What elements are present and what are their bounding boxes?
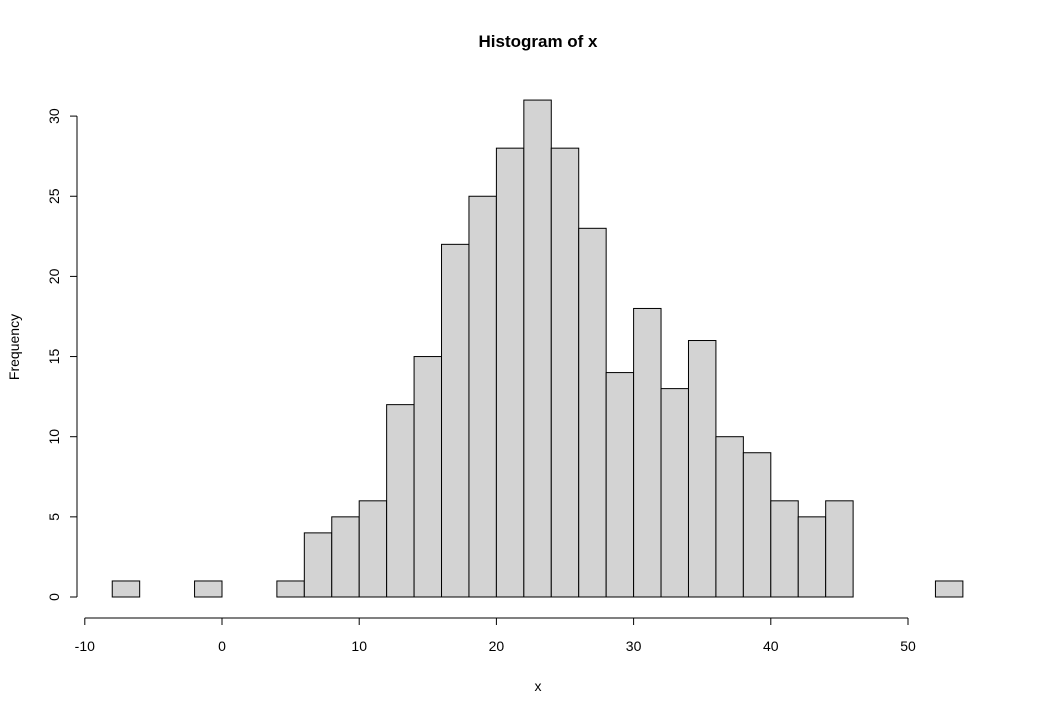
y-tick-label: 5 <box>46 513 62 521</box>
histogram-bar <box>550 147 580 598</box>
histogram-bar <box>495 147 525 598</box>
histogram-bar <box>303 532 333 598</box>
histogram-bar <box>441 243 470 598</box>
histogram-bar <box>468 195 497 598</box>
x-axis: -10 0 10 20 30 40 50 <box>75 617 916 654</box>
histogram-bar <box>386 404 415 598</box>
x-tick-label: 10 <box>351 638 367 654</box>
x-tick-label: 0 <box>218 638 226 654</box>
x-tick-label: 20 <box>489 638 505 654</box>
chart-title: Histogram of x <box>478 32 598 51</box>
histogram-bar <box>742 452 772 598</box>
y-tick-label: 15 <box>46 349 62 365</box>
histogram-bar <box>770 500 799 598</box>
histogram-bar <box>358 500 388 598</box>
histogram-bar <box>687 340 717 598</box>
histogram-bar <box>111 580 141 598</box>
x-tick-label: 30 <box>626 638 642 654</box>
y-tick-label: 25 <box>46 188 62 204</box>
histogram-bar <box>605 372 635 598</box>
histogram-bar <box>413 356 443 598</box>
y-tick-label: 20 <box>46 268 62 284</box>
y-axis-label: Frequency <box>6 314 22 380</box>
y-tick-label: 10 <box>46 429 62 445</box>
histogram-bar <box>523 99 552 598</box>
bars-layer <box>111 99 964 598</box>
histogram-bar <box>715 436 744 598</box>
x-tick-label: 50 <box>900 638 916 654</box>
x-tick-label: 40 <box>763 638 779 654</box>
y-tick-label: 0 <box>46 593 62 601</box>
x-tick-label: -10 <box>75 638 95 654</box>
histogram-bar <box>194 580 223 598</box>
histogram-bar <box>660 388 689 598</box>
histogram-bar <box>276 580 305 598</box>
histogram-bar <box>797 516 827 598</box>
histogram-bar <box>578 227 607 598</box>
y-axis: 0 5 10 15 20 25 30 <box>46 108 78 601</box>
x-axis-label: x <box>535 678 542 694</box>
histogram-bar <box>331 516 360 598</box>
histogram-bar <box>825 500 854 598</box>
y-tick-label: 30 <box>46 108 62 124</box>
histogram-bar <box>934 580 964 598</box>
histogram-bar <box>633 307 662 598</box>
